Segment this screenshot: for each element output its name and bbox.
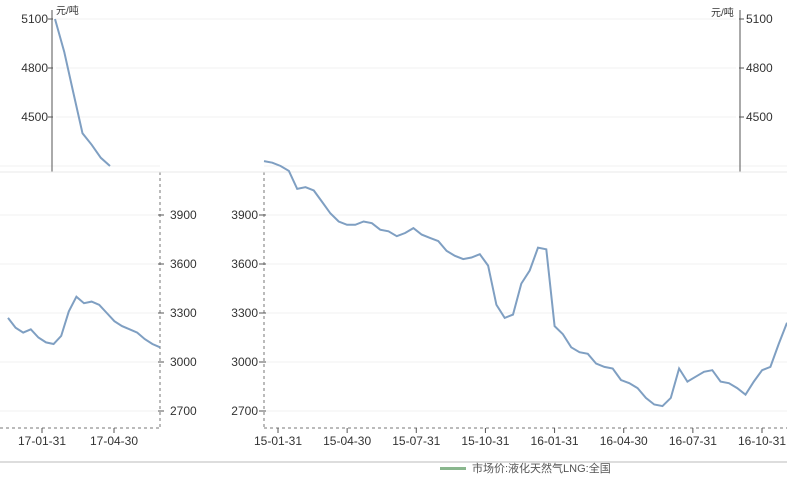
y-axis-left: 4500 4800 5100 [21,12,53,124]
y-tick-label: 4500 [746,110,773,124]
y-tick-label: 3600 [231,257,258,271]
y-tick-label: 3900 [170,208,197,222]
y-tick-label: 4500 [21,110,48,124]
series-line-fragment-top [54,18,111,167]
y-tick-label: 3900 [231,208,258,222]
x-tick-label: 16-07-31 [669,434,717,448]
x-tick-label: 15-10-31 [461,434,509,448]
y-tick-label: 3600 [170,257,197,271]
y-tick-label: 4800 [746,61,773,75]
y-tick-label: 3300 [170,306,197,320]
y-tick-label: 4800 [21,61,48,75]
x-tick-label: 15-01-31 [254,434,302,448]
y-axis-mid-2: 2700 3000 3300 3600 3900 [231,208,266,418]
gridlines [0,18,787,412]
axes [0,10,787,463]
series-line-fragment-left [7,295,161,349]
y-tick-label: 2700 [170,404,197,418]
legend-swatch [440,466,466,470]
x-tick-label: 16-04-30 [600,434,648,448]
y-axis-right: 4500 4800 5100 [739,12,773,124]
y-tick-label: 3300 [231,306,258,320]
x-tick-label: 15-07-31 [392,434,440,448]
x-tick-label: 15-04-30 [323,434,371,448]
series-lines [7,18,787,408]
y-tick-label: 3000 [170,355,197,369]
y-tick-label: 5100 [21,12,48,26]
x-tick-label: 16-01-31 [531,434,579,448]
unit-label-left: 元/吨 [56,4,79,17]
series-line-main [263,160,787,408]
y-tick-label: 2700 [231,404,258,418]
x-tick-label: 17-01-31 [18,434,66,448]
legend: 市场价:液化天然气LNG:全国 [440,459,611,477]
x-axis: 15-01-31 15-04-30 15-07-31 15-10-31 16-01-31… [18,428,786,448]
x-tick-label: 16-10-31 [738,434,786,448]
legend-label: 市场价:液化天然气LNG:全国 [472,463,611,475]
x-tick-label: 17-04-30 [90,434,138,448]
y-tick-label: 5100 [746,12,773,26]
y-axis-mid-1: 2700 3000 3300 3600 3900 [158,208,197,418]
unit-label-right: 元/吨 [711,6,734,19]
y-tick-label: 3000 [231,355,258,369]
